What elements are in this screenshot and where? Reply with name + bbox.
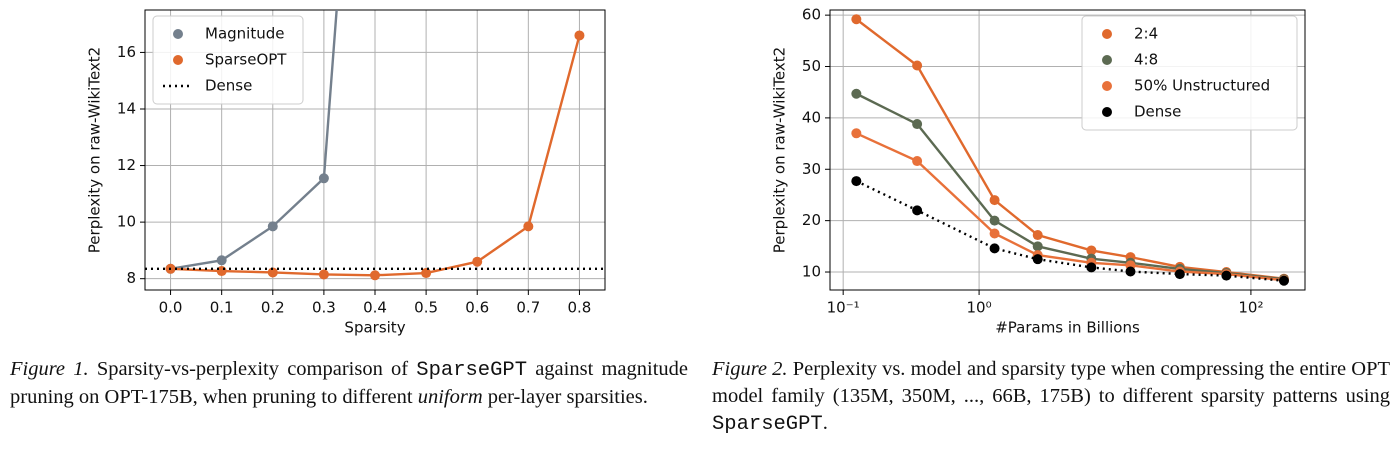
point xyxy=(912,205,923,216)
point xyxy=(1032,230,1043,241)
legend-swatch xyxy=(173,29,183,39)
point xyxy=(912,60,923,71)
x-tick-label: 0.1 xyxy=(210,299,234,317)
point xyxy=(851,14,862,25)
legend-label: Dense xyxy=(205,77,252,95)
caption-emph: uniform xyxy=(417,386,483,408)
caption: Figure 2. Perplexity vs. model and spars… xyxy=(712,356,1390,438)
point xyxy=(1125,266,1136,277)
point xyxy=(318,269,329,280)
caption-label: Figure 1. xyxy=(10,358,89,380)
point xyxy=(851,128,862,139)
series-layer xyxy=(145,10,605,281)
y-tick-label: 16 xyxy=(117,43,136,61)
point xyxy=(1086,262,1097,273)
point xyxy=(1221,270,1232,281)
y-tick-label: 20 xyxy=(802,211,821,229)
point xyxy=(421,268,432,279)
x-tick-label: 0.5 xyxy=(414,299,438,317)
x-tick-label: 0.0 xyxy=(159,299,183,317)
point xyxy=(216,255,227,266)
legend-swatch xyxy=(1102,81,1112,91)
point xyxy=(318,173,329,184)
caption-text: Sparsity-vs-perplexity comparison of xyxy=(96,358,417,380)
y-tick-label: 60 xyxy=(802,6,821,24)
y-tick-label: 14 xyxy=(117,99,136,117)
x-tick-label: 10² xyxy=(1238,299,1263,317)
x-tick-label: 10⁻¹ xyxy=(827,299,860,317)
y-tick-label: 10 xyxy=(117,213,136,231)
point xyxy=(851,88,862,99)
legend-swatch xyxy=(1102,29,1112,39)
plot-frame xyxy=(829,9,1306,291)
point xyxy=(472,256,483,267)
x-tick-label: 0.8 xyxy=(568,299,592,317)
caption-code: SparseGPT xyxy=(416,359,528,382)
y-axis-title: Perplexity on raw-WikiText2 xyxy=(771,47,789,253)
caption-text: . xyxy=(822,412,828,434)
x-axis-title: Sparsity xyxy=(344,319,405,337)
point xyxy=(1032,254,1043,265)
point xyxy=(523,221,534,232)
y-tick-label: 30 xyxy=(802,160,821,178)
point xyxy=(574,30,585,41)
legend-label: SparseOPT xyxy=(205,51,287,69)
x-tick-label: 0.4 xyxy=(363,299,387,317)
legend-label: Magnitude xyxy=(205,25,284,43)
y-axis-title: Perplexity on raw-WikiText2 xyxy=(86,47,104,253)
point xyxy=(1174,269,1185,280)
caption-text: per-layer sparsities. xyxy=(482,386,648,408)
legend-swatch xyxy=(1102,55,1112,65)
x-tick-label: 0.6 xyxy=(465,299,489,317)
caption-text: against magnitude pruning on OPT-175B, w… xyxy=(10,358,688,408)
legend-label: 2:4 xyxy=(1134,25,1158,43)
point xyxy=(1278,275,1289,286)
legend-box xyxy=(152,15,304,105)
point xyxy=(989,228,1000,239)
y-tick-label: 40 xyxy=(802,108,821,126)
point xyxy=(267,267,278,278)
x-tick-label: 0.3 xyxy=(312,299,336,317)
series-line xyxy=(855,180,1285,282)
point xyxy=(267,221,278,232)
x-tick-label: 0.7 xyxy=(516,299,540,317)
x-axis-title: #Params in Billions xyxy=(995,319,1140,337)
y-tick-label: 50 xyxy=(802,57,821,75)
caption: Figure 1. Sparsity-vs-perplexity compari… xyxy=(10,356,688,411)
caption-text: Perplexity vs. model and sparsity type w… xyxy=(712,358,1390,407)
x-tick-label: 10⁰ xyxy=(967,299,992,317)
point xyxy=(989,195,1000,206)
point xyxy=(851,176,862,187)
caption-code: SparseGPT xyxy=(712,413,823,436)
legend-swatch xyxy=(1102,107,1112,117)
caption-label: Figure 2. xyxy=(712,358,788,380)
legend-label: 50% Unstructured xyxy=(1134,77,1270,95)
y-tick-label: 10 xyxy=(802,263,821,281)
series-layer xyxy=(851,14,1289,286)
plot-frame xyxy=(144,9,606,291)
point xyxy=(912,156,923,167)
y-tick-label: 8 xyxy=(126,269,136,287)
point xyxy=(370,270,380,281)
point xyxy=(1086,245,1097,256)
figures: 0.0 0.1 0.2 0.3 0.4 0.5 0.6 0.7 0.8 8 10 12 14 16 Spar… xyxy=(86,6,1306,337)
x-tick-label: 0.2 xyxy=(261,299,285,317)
point xyxy=(989,243,1000,254)
point xyxy=(1032,241,1043,252)
legend-label: Dense xyxy=(1134,103,1181,121)
point xyxy=(989,215,1000,226)
point xyxy=(912,119,923,130)
legend-swatch xyxy=(173,55,183,65)
y-tick-label: 12 xyxy=(117,156,136,174)
point xyxy=(216,266,227,277)
legend-label: 4:8 xyxy=(1134,51,1158,69)
legend-box xyxy=(1081,15,1298,131)
